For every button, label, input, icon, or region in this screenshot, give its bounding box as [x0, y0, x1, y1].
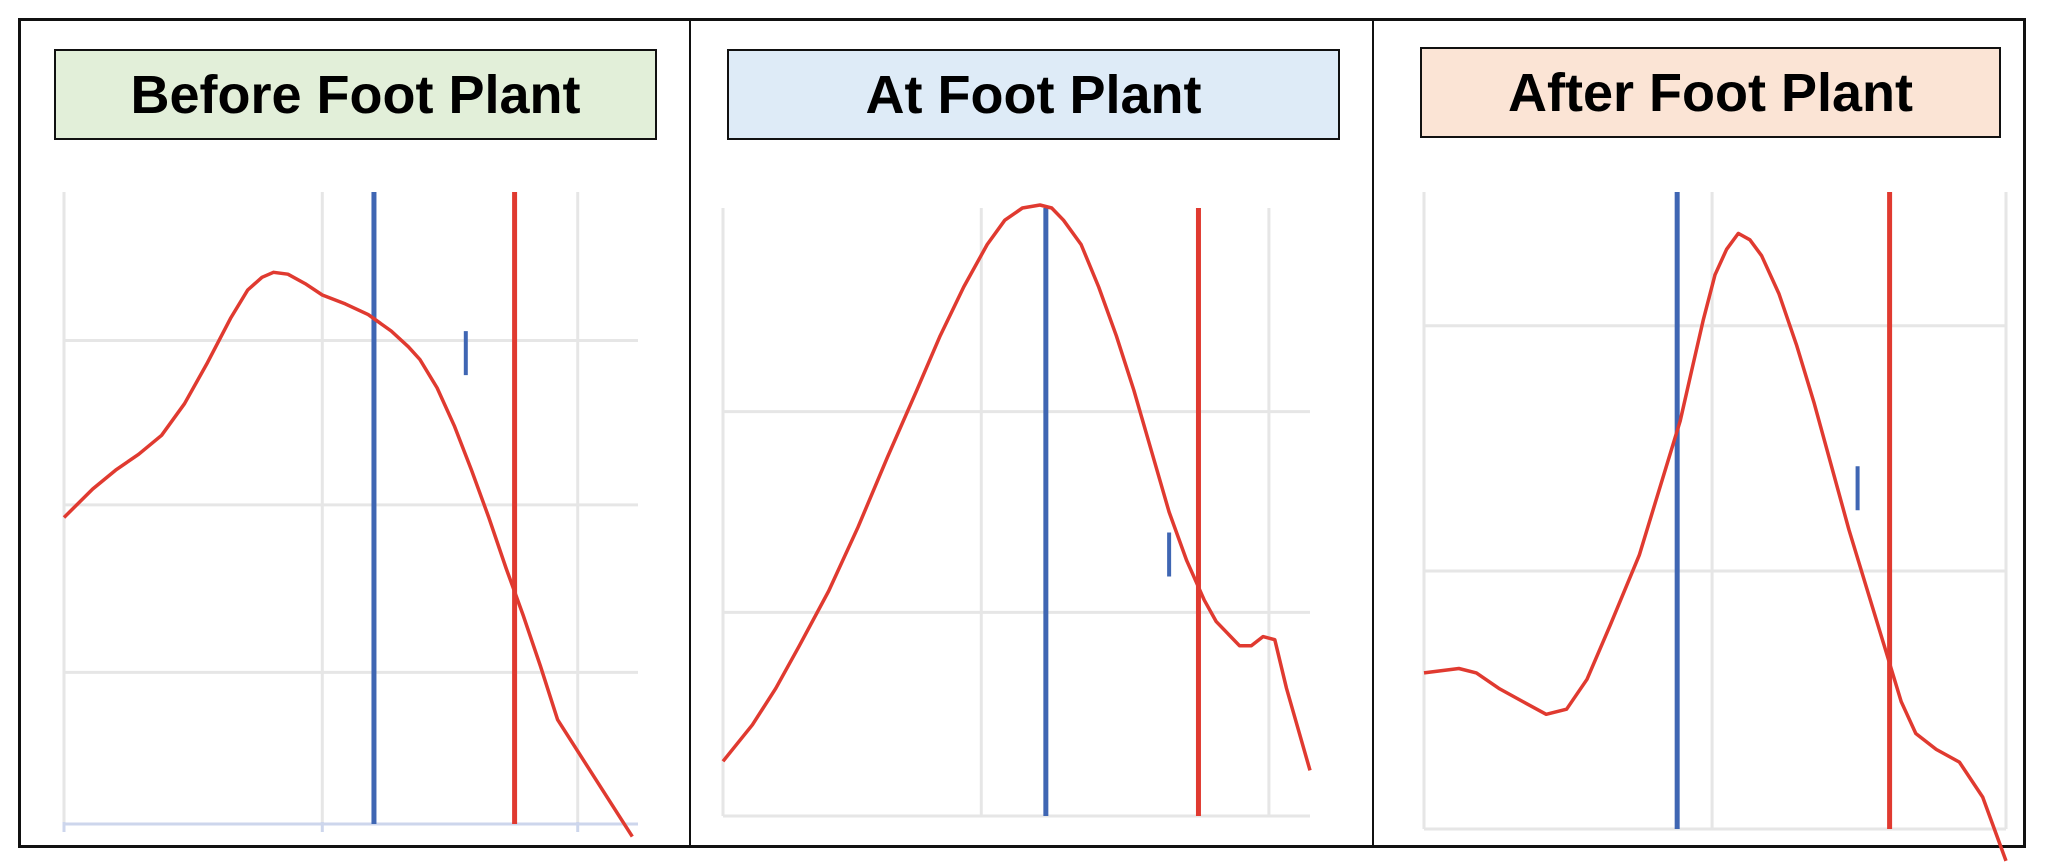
- panel-title: Before Foot Plant: [130, 64, 581, 125]
- panel-after-foot-plant: After Foot Plant: [1374, 18, 2026, 848]
- series-line: [1423, 231, 2008, 862]
- chart-after-foot-plant: [1422, 192, 2008, 862]
- series-line: [62, 270, 634, 838]
- panel-title-box: After Foot Plant: [1420, 47, 2001, 138]
- panel-title-box: At Foot Plant: [727, 49, 1340, 140]
- series-line: [721, 203, 1312, 771]
- panel-title: After Foot Plant: [1508, 62, 1913, 123]
- panel-divider: [689, 18, 691, 848]
- panel-title-box: Before Foot Plant: [54, 49, 657, 140]
- chart-before-foot-plant: [62, 192, 638, 838]
- panel-title: At Foot Plant: [865, 64, 1202, 125]
- panel-at-foot-plant: At Foot Plant: [691, 18, 1372, 848]
- chart-at-foot-plant: [721, 203, 1312, 818]
- figure-frame: [18, 18, 2026, 848]
- panel-before-foot-plant: Before Foot Plant: [18, 18, 689, 848]
- panel-divider: [1372, 18, 1374, 848]
